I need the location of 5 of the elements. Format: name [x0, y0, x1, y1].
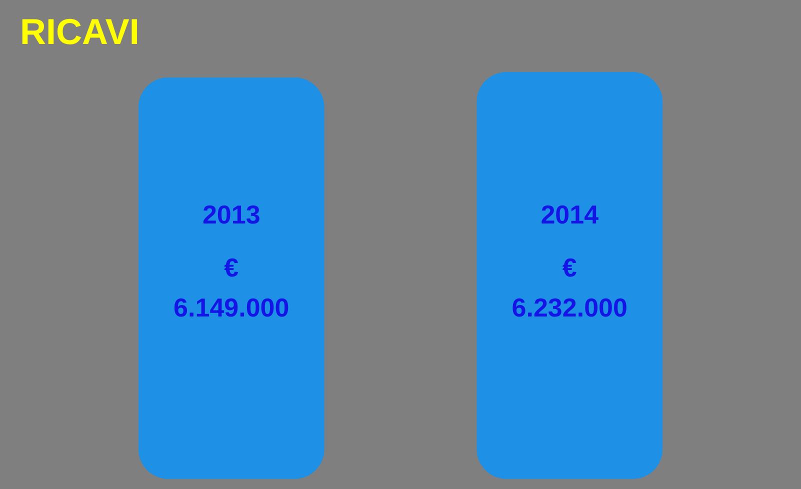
chart-title: RICAVI	[20, 11, 140, 52]
x-tick-label: 2014	[540, 200, 600, 230]
data-label: € 6.232.000	[512, 252, 628, 322]
data-label: € 6.149.000	[174, 252, 290, 322]
x-tick-label: 2013	[202, 200, 260, 230]
